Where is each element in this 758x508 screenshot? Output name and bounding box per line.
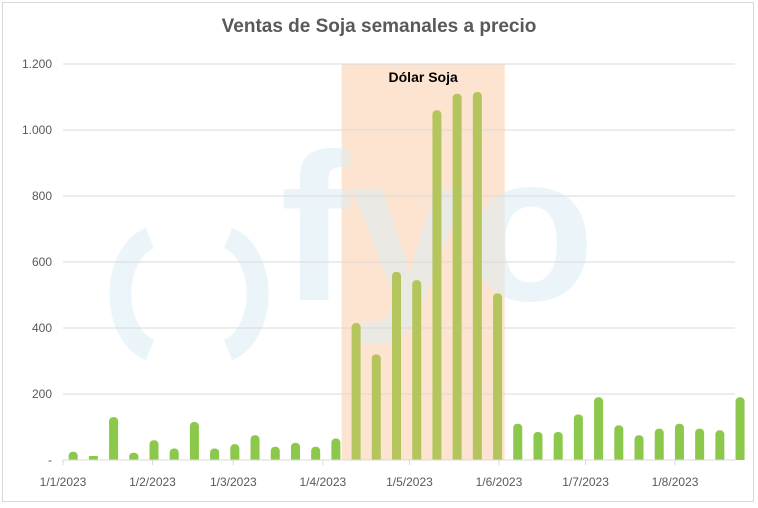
bar-base <box>169 455 179 460</box>
bar <box>674 423 684 460</box>
bar-base <box>573 455 583 460</box>
fyo-watermark-logo: fyo <box>109 110 595 361</box>
x-tick-label: 1/5/2023 <box>386 475 433 489</box>
bar <box>695 428 705 460</box>
chart-frame <box>2 2 754 502</box>
x-tick-label: 1/8/2023 <box>652 475 699 489</box>
x-tick-label: 1/6/2023 <box>476 475 523 489</box>
bar <box>412 280 422 460</box>
bar <box>351 323 361 460</box>
bar-base <box>674 455 684 460</box>
bar-base <box>230 455 240 460</box>
bar <box>594 397 604 460</box>
bar-base <box>270 455 280 460</box>
bar-base <box>533 455 543 460</box>
bar-base <box>695 455 705 460</box>
bar-base <box>412 455 422 460</box>
bar <box>715 430 725 460</box>
bar-base <box>68 455 78 460</box>
bar <box>250 435 260 460</box>
bar <box>614 425 624 460</box>
x-tick-label: 1/7/2023 <box>562 475 609 489</box>
x-tick-label: 1/1/2023 <box>40 475 87 489</box>
bar <box>533 431 543 460</box>
bar <box>513 423 523 460</box>
bar-base <box>129 455 139 460</box>
bar-base <box>250 455 260 460</box>
y-tick-label: 400 <box>32 321 52 335</box>
bar-base <box>472 455 482 460</box>
bar <box>371 354 381 460</box>
bar-base <box>189 455 199 460</box>
bar <box>654 428 664 460</box>
bar <box>452 93 462 460</box>
bar-base <box>493 455 503 460</box>
bar-base <box>109 455 119 460</box>
bar-base <box>88 456 98 460</box>
bar <box>472 92 482 461</box>
bar-base <box>149 455 159 460</box>
y-tick-label: 1.200 <box>22 57 52 71</box>
bar-base <box>735 455 745 460</box>
y-tick-label: 600 <box>32 255 52 269</box>
chart-title: Ventas de Soja semanales a precio <box>221 16 537 37</box>
bar-base <box>392 455 402 460</box>
x-tick-label: 1/2/2023 <box>129 475 176 489</box>
bar-base <box>351 455 361 460</box>
bar <box>634 435 644 460</box>
bar-base <box>634 455 644 460</box>
bar <box>189 422 199 460</box>
x-tick-label: 1/4/2023 <box>299 475 346 489</box>
bar-base <box>210 455 220 460</box>
bar-base <box>311 455 321 460</box>
bar <box>553 431 563 460</box>
y-tick-label: 1.000 <box>22 123 52 137</box>
bar <box>432 110 442 460</box>
bar <box>392 271 402 460</box>
bar-base <box>594 455 604 460</box>
bar-base <box>614 455 624 460</box>
bar-base <box>452 455 462 460</box>
bar-base <box>553 455 563 460</box>
bar <box>331 438 341 460</box>
y-tick-label: - <box>48 453 52 467</box>
bar <box>109 417 119 460</box>
bar-base <box>371 455 381 460</box>
bar <box>735 397 745 460</box>
bar-base <box>331 455 341 460</box>
dolar-soja-annotation: Dólar Soja <box>389 69 458 85</box>
bar-base <box>715 455 725 460</box>
bar-base <box>654 455 664 460</box>
y-tick-label: 800 <box>32 189 52 203</box>
bar-base <box>513 455 523 460</box>
bar <box>493 293 503 460</box>
bar-base <box>290 455 300 460</box>
bar <box>573 414 583 460</box>
y-tick-label: 200 <box>32 387 52 401</box>
x-tick-label: 1/3/2023 <box>210 475 257 489</box>
bar-base <box>432 455 442 460</box>
